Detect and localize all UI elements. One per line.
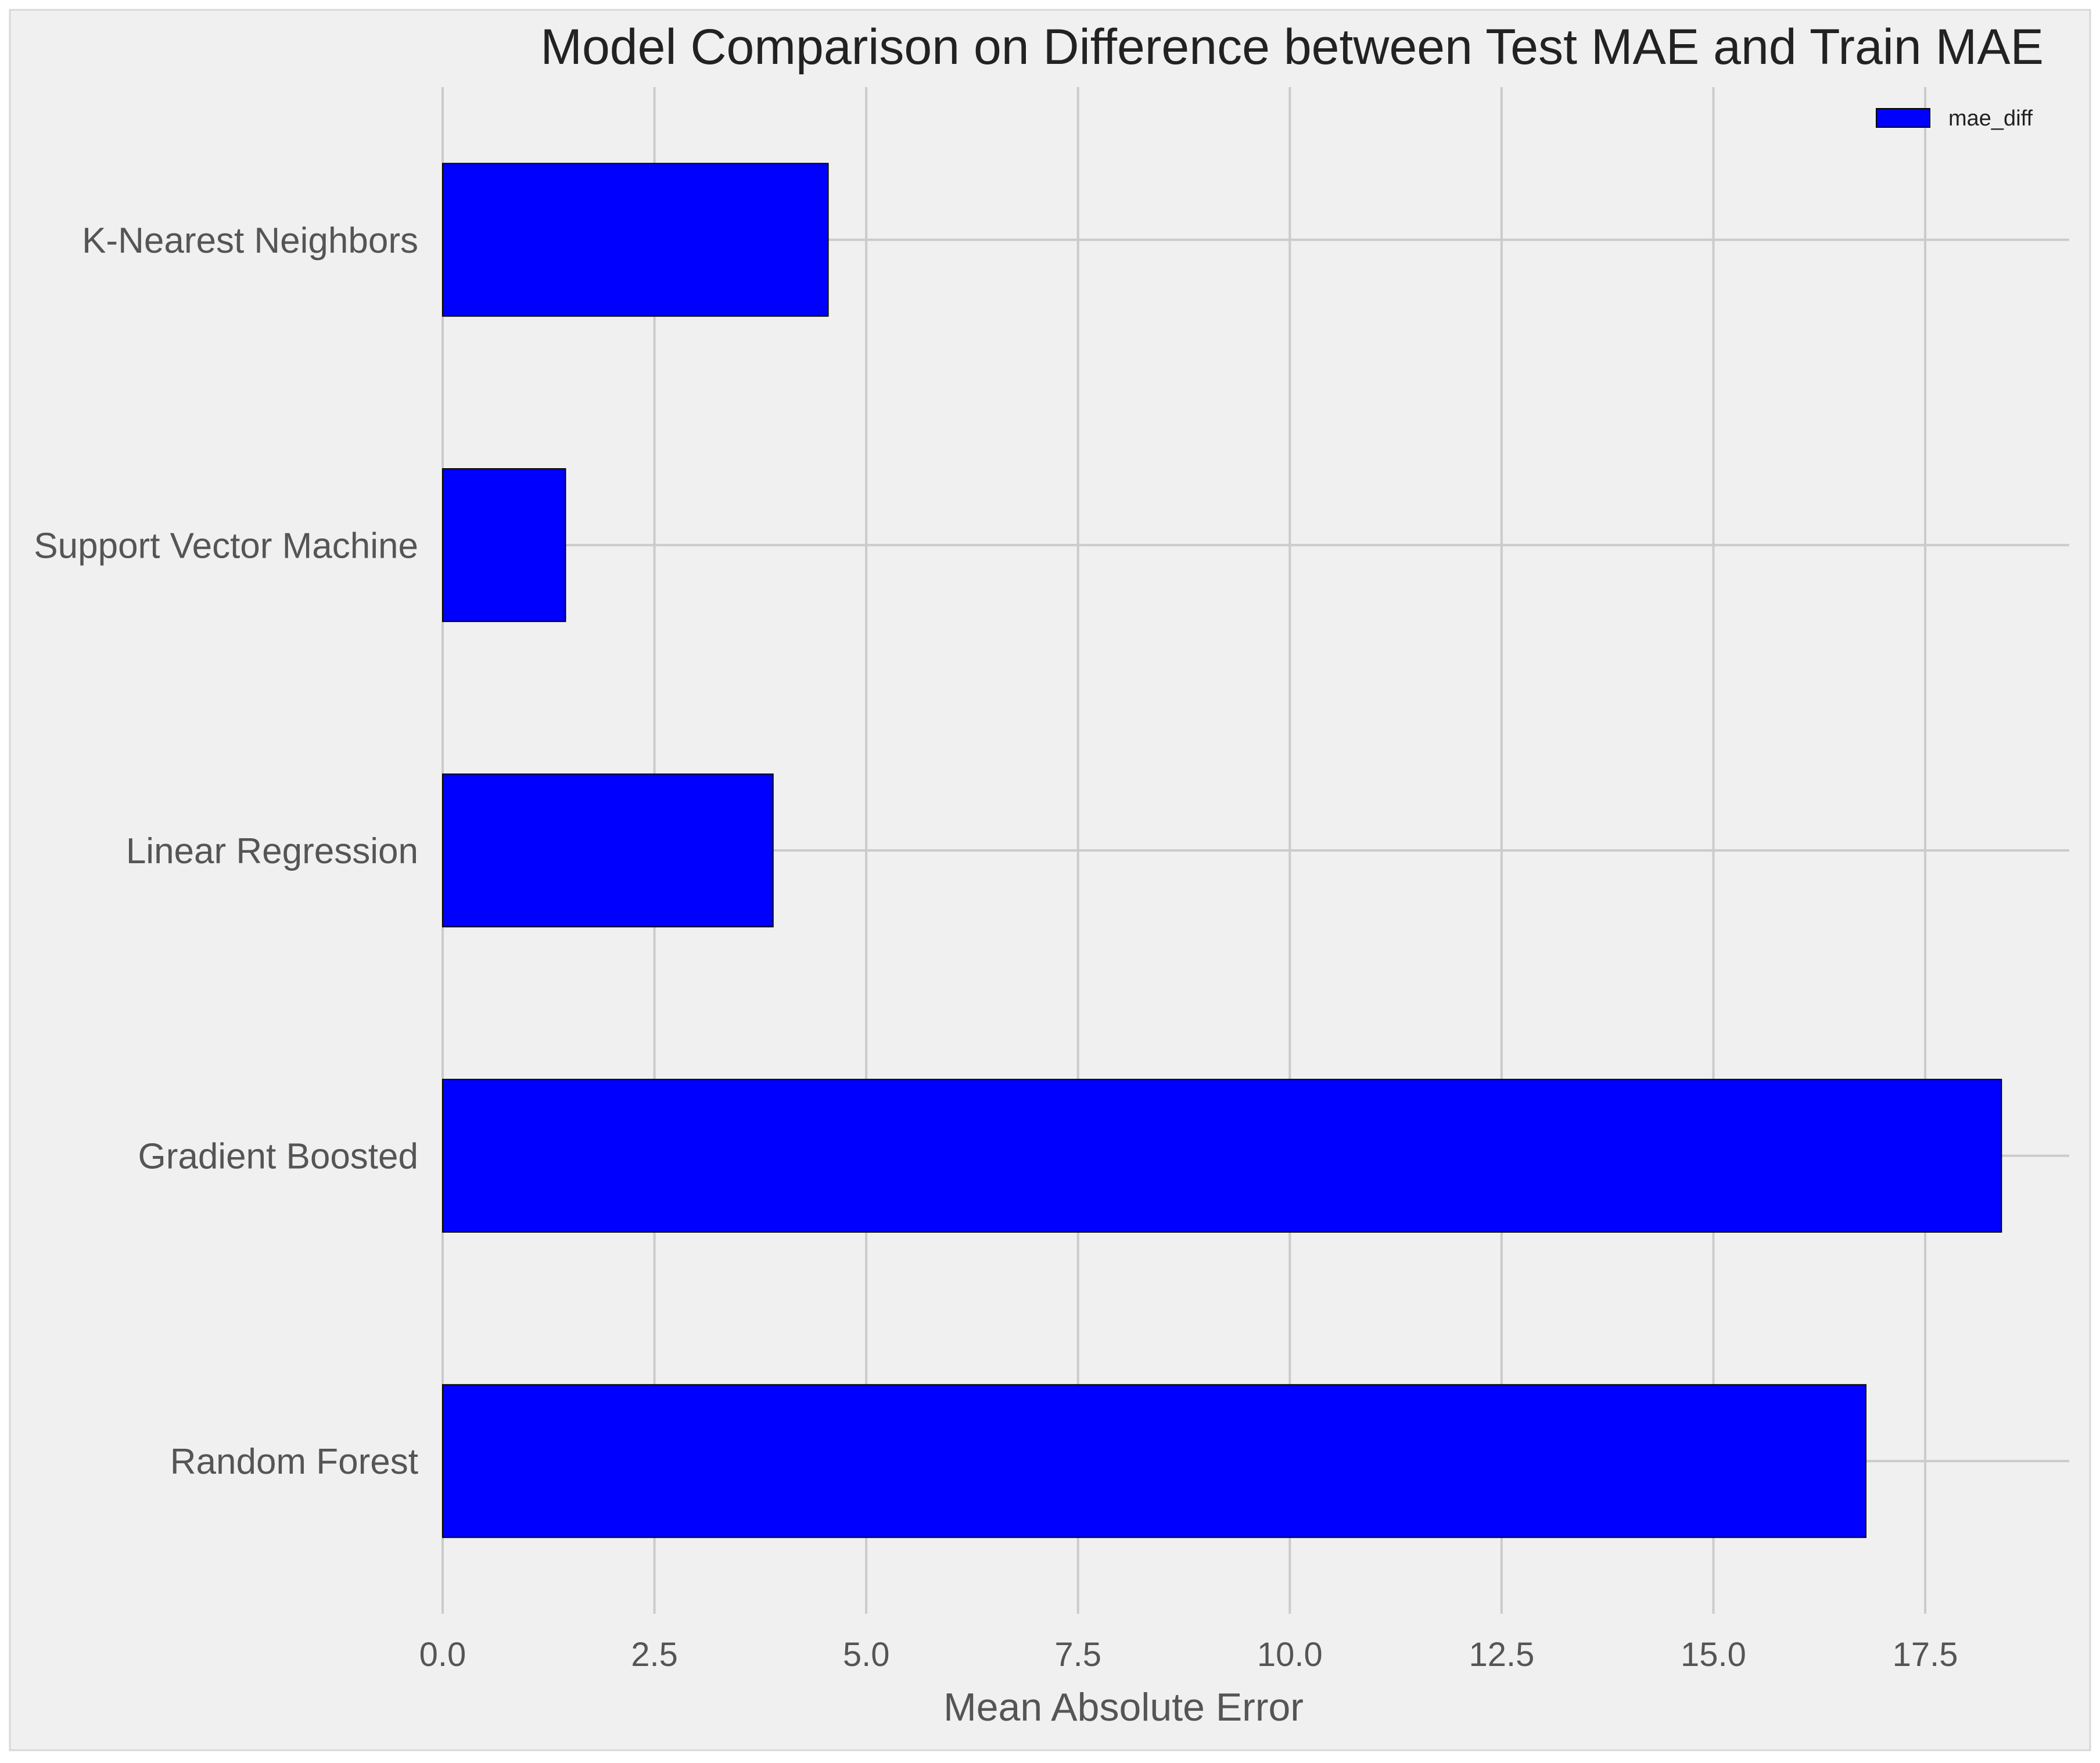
y-tick-label: Linear Regression [126,831,418,871]
x-tick-label: 17.5 [1893,1636,1958,1674]
bar [442,468,566,622]
bar-layer [442,163,2002,1538]
x-tick-label: 5.0 [843,1636,890,1674]
x-tick-label: 7.5 [1054,1636,1101,1674]
y-tick-label: Random Forest [170,1442,418,1482]
y-tick-label: Support Vector Machine [34,526,418,566]
x-tick-label: 10.0 [1257,1636,1323,1674]
label-layer: Model Comparison on Difference between T… [34,19,2044,1729]
bar [442,1079,2002,1233]
legend-swatch [1876,108,1930,128]
bar [442,163,829,317]
chart-title: Model Comparison on Difference between T… [540,19,2044,75]
y-tick-label: Gradient Boosted [138,1137,418,1177]
x-tick-label: 2.5 [631,1636,678,1674]
bar [442,1384,1866,1538]
bar [442,773,774,928]
x-tick-label: 12.5 [1469,1636,1534,1674]
x-tick-label: 15.0 [1681,1636,1746,1674]
x-tick-label: 0.0 [419,1636,466,1674]
y-tick-label: K-Nearest Neighbors [82,221,418,261]
legend: mae_diff [1876,106,2033,131]
x-axis-label: Mean Absolute Error [943,1685,1304,1729]
legend-label: mae_diff [1948,106,2033,131]
